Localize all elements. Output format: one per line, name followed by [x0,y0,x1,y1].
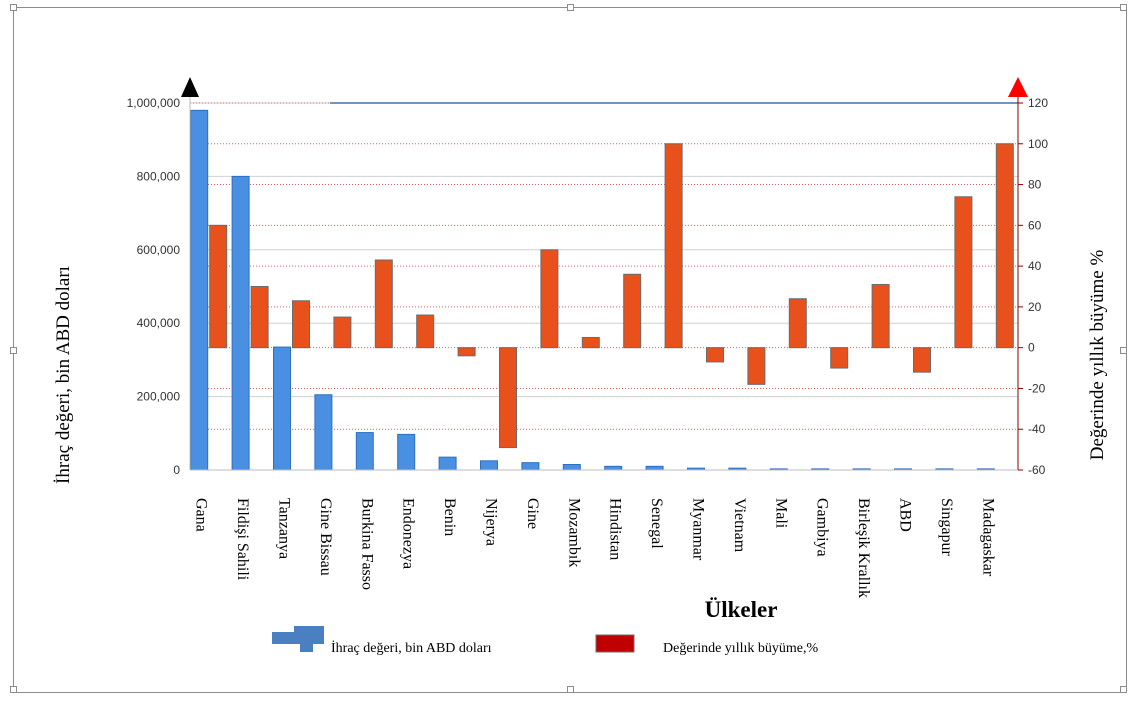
category-label: Gana [193,498,210,532]
growth-bar [913,347,931,373]
legend-export-label: İhraç değeri, bin ABD doları [331,640,492,656]
left-tick-label: 200,000 [137,390,181,404]
left-axis-label: İhraç değeri, bin ABD doları [53,266,74,484]
growth-bar [747,347,766,385]
category-label: Singapur [938,498,955,556]
resize-handle-bottom-middle[interactable] [567,686,574,693]
category-label: Mali [772,498,789,529]
right-tick-label: 60 [1028,218,1042,232]
left-tick-label: 600,000 [137,243,181,257]
export-bar [231,175,250,471]
left-tick-label: 400,000 [137,316,181,330]
right-tick-label: 100 [1028,137,1048,151]
growth-bar [788,298,807,349]
category-label: Madagaskar [979,498,996,577]
right-tick-label: -60 [1028,463,1046,477]
gridlines [190,102,1018,471]
export-bar [314,394,333,471]
left-tick-label: 0 [173,463,180,477]
growth-bar [540,249,559,349]
growth-bar [374,259,393,349]
growth-bar [871,283,890,349]
resize-handle-middle-left[interactable] [10,347,17,354]
right-tick-label: -40 [1028,422,1046,436]
category-label: Vietnam [731,498,748,553]
growth-bar [830,347,849,369]
growth-bar [292,300,310,349]
growth-bar [209,224,228,349]
growth-bar [581,336,600,349]
category-label: Fildişi Sahili [234,498,251,581]
x-axis-label: Ülkeler [705,597,778,622]
left-tick-label: 800,000 [137,169,181,183]
resize-handle-top-middle[interactable] [567,4,574,11]
growth-bar [954,196,973,349]
right-axis-arrow-icon [1008,77,1028,97]
export-bar [645,465,664,471]
resize-handle-bottom-right[interactable] [1120,686,1127,693]
growth-bar [499,347,517,449]
export-bar [521,462,540,471]
growth-bar [664,143,683,349]
category-label: Myanmar [690,498,707,561]
growth-bar [250,286,269,349]
right-tick-label: 120 [1028,96,1048,110]
category-label: Senegal [648,498,665,549]
right-tick-label: 20 [1028,300,1042,314]
category-label: Nijerya [483,498,500,546]
legend: İhraç değeri, bin ABD doları Değerinde y… [272,626,818,656]
legend-export-swatch [272,626,324,652]
legend-growth-label: Değerinde yıllık büyüme,% [663,641,818,656]
category-label: Mozambık [565,498,582,567]
growth-bar [623,273,642,349]
category-label: Gine Bissau [317,498,334,576]
export-bar [480,460,498,471]
chart-frame [10,4,1127,693]
left-axis-arrow-icon [181,77,199,97]
category-label: Birleşik Krallık [855,498,872,598]
axes [181,77,1028,471]
export-bar [273,346,291,471]
resize-handle-top-left[interactable] [10,4,17,11]
growth-bar [457,347,476,357]
left-axis-ticks: 0 200,000 400,000 600,000 800,000 1,000,000 [127,96,181,477]
export-bar [190,109,209,471]
right-axis-ticks: -60 -40 -20 0 20 40 60 80 100 120 [1018,96,1048,477]
right-tick-label: 80 [1028,178,1042,192]
export-bar [397,433,416,471]
export-bar [562,463,581,471]
category-label: Hindistan [607,498,624,560]
category-label: Burkina Fasso [358,498,375,590]
right-tick-label: 0 [1028,341,1035,355]
category-label: Gambiya [814,498,831,557]
export-bars [190,109,995,471]
category-labels: Gana Fildişi Sahili Tanzanya Gine Bissau Bur… [193,498,997,598]
right-axis-label: Değerinde yıllık büyüme % [1087,250,1108,461]
category-label: ABD [897,498,914,532]
right-tick-label: 40 [1028,259,1042,273]
resize-handle-bottom-left[interactable] [10,686,17,693]
growth-bar [416,314,435,349]
right-tick-label: -20 [1028,381,1046,395]
growth-bar [333,316,352,349]
category-label: Endonezya [400,498,417,569]
category-label: Benin [441,498,458,536]
growth-bar [995,143,1014,349]
left-tick-label: 1,000,000 [127,96,181,110]
legend-growth-swatch [595,634,635,653]
export-bar [355,432,374,471]
resize-handle-top-right[interactable] [1120,4,1127,11]
export-bar [604,465,623,471]
export-bar [438,456,457,471]
growth-bars [209,143,1014,449]
resize-handle-middle-right[interactable] [1120,347,1127,354]
category-label: Tanzanya [276,498,293,559]
category-label: Gine [524,498,541,529]
growth-bar [706,347,724,363]
